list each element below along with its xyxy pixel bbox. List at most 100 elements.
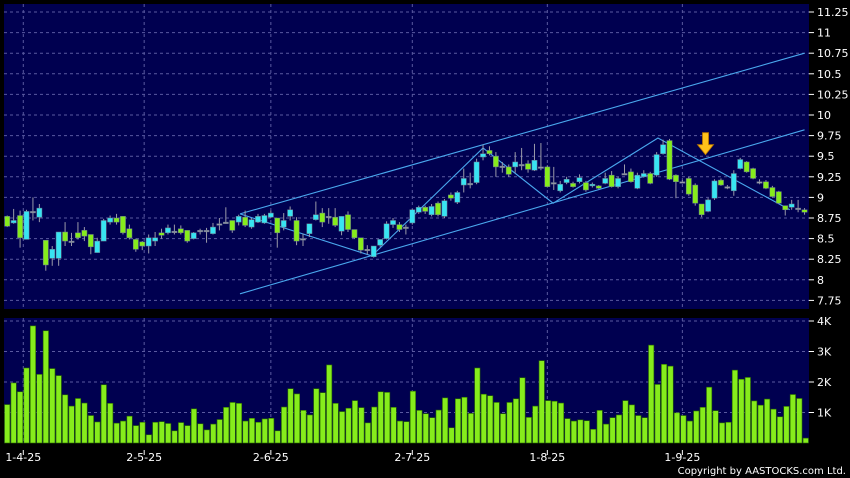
volume-bar [429,417,436,444]
price-tick-label: 11 [817,27,831,40]
volume-bar [351,400,358,444]
candle-body [763,181,769,189]
candle-body [493,155,499,168]
volume-bar [538,360,545,444]
candle-body [756,181,763,184]
candle-body [120,216,126,234]
candle-body [570,183,576,187]
candle-body [615,178,621,187]
price-tick-label: 8.5 [817,233,835,246]
volume-bar [467,413,474,444]
candle-body [422,207,429,212]
candle-body [42,239,49,266]
volume-bar [564,418,571,444]
volume-bar [474,367,481,444]
candle-body [647,173,654,184]
volume-bar [133,425,140,444]
volume-bar [332,403,339,444]
price-tick-label: 11.25 [817,6,849,19]
candle-body [666,140,673,180]
volume-bar [409,390,416,444]
volume-bar [274,430,281,444]
volume-bar [107,403,114,444]
candle-body [782,205,789,211]
candle-body [705,199,711,212]
volume-bar [731,369,738,444]
volume-bar [712,410,719,444]
volume-bar [487,395,494,444]
volume-bar [435,409,442,444]
volume-bar [68,405,75,444]
candle-body [576,177,583,182]
volume-bar [242,420,249,444]
volume-bar [764,398,771,444]
volume-bar [345,407,352,444]
candle-body [563,179,570,183]
candle-body [10,220,17,224]
volume-bar [577,419,584,444]
volume-bar [648,344,655,444]
candle-body [512,161,519,168]
candle-body [769,187,776,197]
candle-body [499,165,506,168]
volume-bar [783,406,790,444]
volume-bar [339,411,346,444]
volume-bar [113,422,120,444]
volume-bar [203,429,210,444]
candle-body [679,181,686,184]
volume-bar [403,421,410,444]
candle-body [177,228,184,234]
volume-bar [126,415,133,444]
volume-bar [210,423,217,444]
candle-body [685,178,692,195]
candle-body [145,237,152,247]
volume-bar [17,391,24,444]
price-tick-label: 9.25 [817,171,842,184]
volume-bar [229,402,236,444]
volume-bar [152,421,159,444]
candle-body [390,220,396,225]
candle-body [62,231,68,242]
price-tick-label: 8.75 [817,212,842,225]
volume-bar [751,400,758,444]
candle-body [602,178,609,184]
volume-bar [384,392,391,444]
volume-bar [87,415,94,444]
volume-bar [693,410,700,444]
volume-bar [461,396,468,444]
candle-body [68,240,75,243]
volume-bar [532,405,539,444]
volume-bar [628,404,635,444]
volume-bar [680,415,687,444]
candle-body [203,230,210,233]
candle-body [692,184,699,204]
price-tick-label: 9.75 [817,130,842,143]
volume-bar [197,423,204,444]
candle-body [171,230,178,233]
candle-body [525,163,531,170]
candle-body [724,186,731,189]
candle-body [454,192,461,203]
volume-bar [506,402,513,444]
volume-bar [551,400,558,444]
volume-bar [757,404,764,444]
price-tick-label: 8 [817,274,824,287]
candle-body [81,230,88,237]
candle-body [531,160,538,171]
candle-body [505,166,512,175]
volume-bar [493,402,500,444]
volume-bar [268,417,275,444]
volume-bar [300,410,307,444]
candle-body [197,230,203,233]
volume-bar [512,398,519,444]
volume-bar [145,434,152,444]
volume-bar [293,393,300,444]
price-tick-label: 10.5 [817,68,842,81]
volume-bar [545,400,552,444]
candle-body [261,215,268,224]
candle-body [538,166,544,169]
volume-tick-label: 4K [817,315,832,328]
candle-body [229,220,236,231]
volume-bar [661,364,668,444]
volume-bar [622,400,629,444]
